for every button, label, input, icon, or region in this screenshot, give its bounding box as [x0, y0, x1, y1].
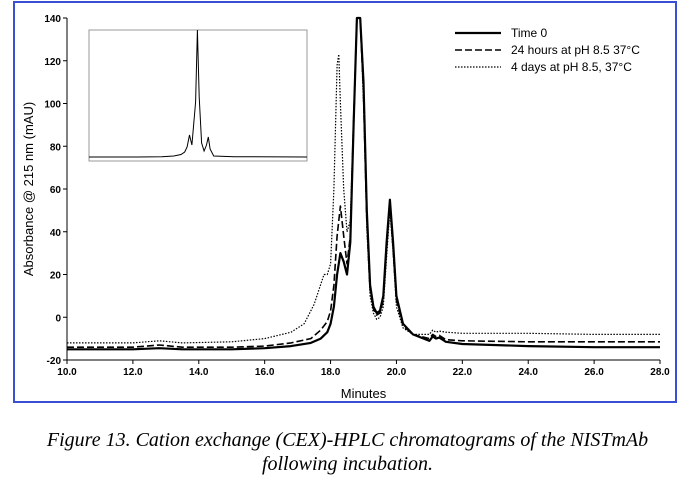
figure-frame: 10.0 12.0 14.0 16.0 18.0 20.0 22.0 24.0 26.0 28.0… — [13, 1, 677, 403]
x-tick-label: 12.0 — [123, 367, 143, 378]
y-tick-label: 0 — [55, 313, 61, 324]
chromatogram-chart: 10.0 12.0 14.0 16.0 18.0 20.0 22.0 24.0 26.0 28.0… — [21, 14, 670, 401]
y-tick-label: -20 — [47, 356, 62, 367]
x-tick-label: 18.0 — [321, 367, 341, 378]
x-tick-label: 24.0 — [518, 367, 538, 378]
y-tick-label: 80 — [50, 142, 62, 153]
x-tick-label: 10.0 — [57, 367, 77, 378]
legend-label-2: 24 hours at pH 8.5 37°C — [511, 43, 640, 57]
plot-area: 10.0 12.0 14.0 16.0 18.0 20.0 22.0 24.0 26.0 28.0… — [21, 14, 670, 401]
series-line-3 — [67, 17, 660, 344]
x-tick-label: 26.0 — [584, 367, 604, 378]
figure-caption: Figure 13. Cation exchange (CEX)-HPLC ch… — [0, 428, 695, 476]
y-tick-label: 100 — [44, 100, 61, 111]
x-tick-label: 14.0 — [189, 367, 209, 378]
caption-line-1: Figure 13. Cation exchange (CEX)-HPLC ch… — [46, 429, 649, 451]
x-tick-label: 28.0 — [650, 367, 670, 378]
x-tick-label: 22.0 — [453, 367, 473, 378]
y-axis-label: Absorbance @ 215 nm (mAU) — [21, 102, 36, 276]
y-tick-label: 60 — [50, 185, 62, 196]
y-tick-label: 120 — [44, 57, 61, 68]
inset-trace — [89, 29, 308, 158]
series-line-2 — [67, 17, 660, 349]
x-axis-label: Minutes — [341, 386, 387, 401]
y-tick-label: 20 — [50, 271, 62, 282]
x-tick-label: 16.0 — [255, 367, 275, 378]
legend-label-1: Time 0 — [511, 26, 548, 40]
x-tick-label: 20.0 — [387, 367, 407, 378]
y-tick-label: 140 — [44, 14, 61, 25]
legend-label-3: 4 days at pH 8.5, 37°C — [511, 60, 632, 74]
caption-line-2: following incubation. — [261, 453, 434, 475]
y-tick-label: 40 — [50, 228, 62, 239]
